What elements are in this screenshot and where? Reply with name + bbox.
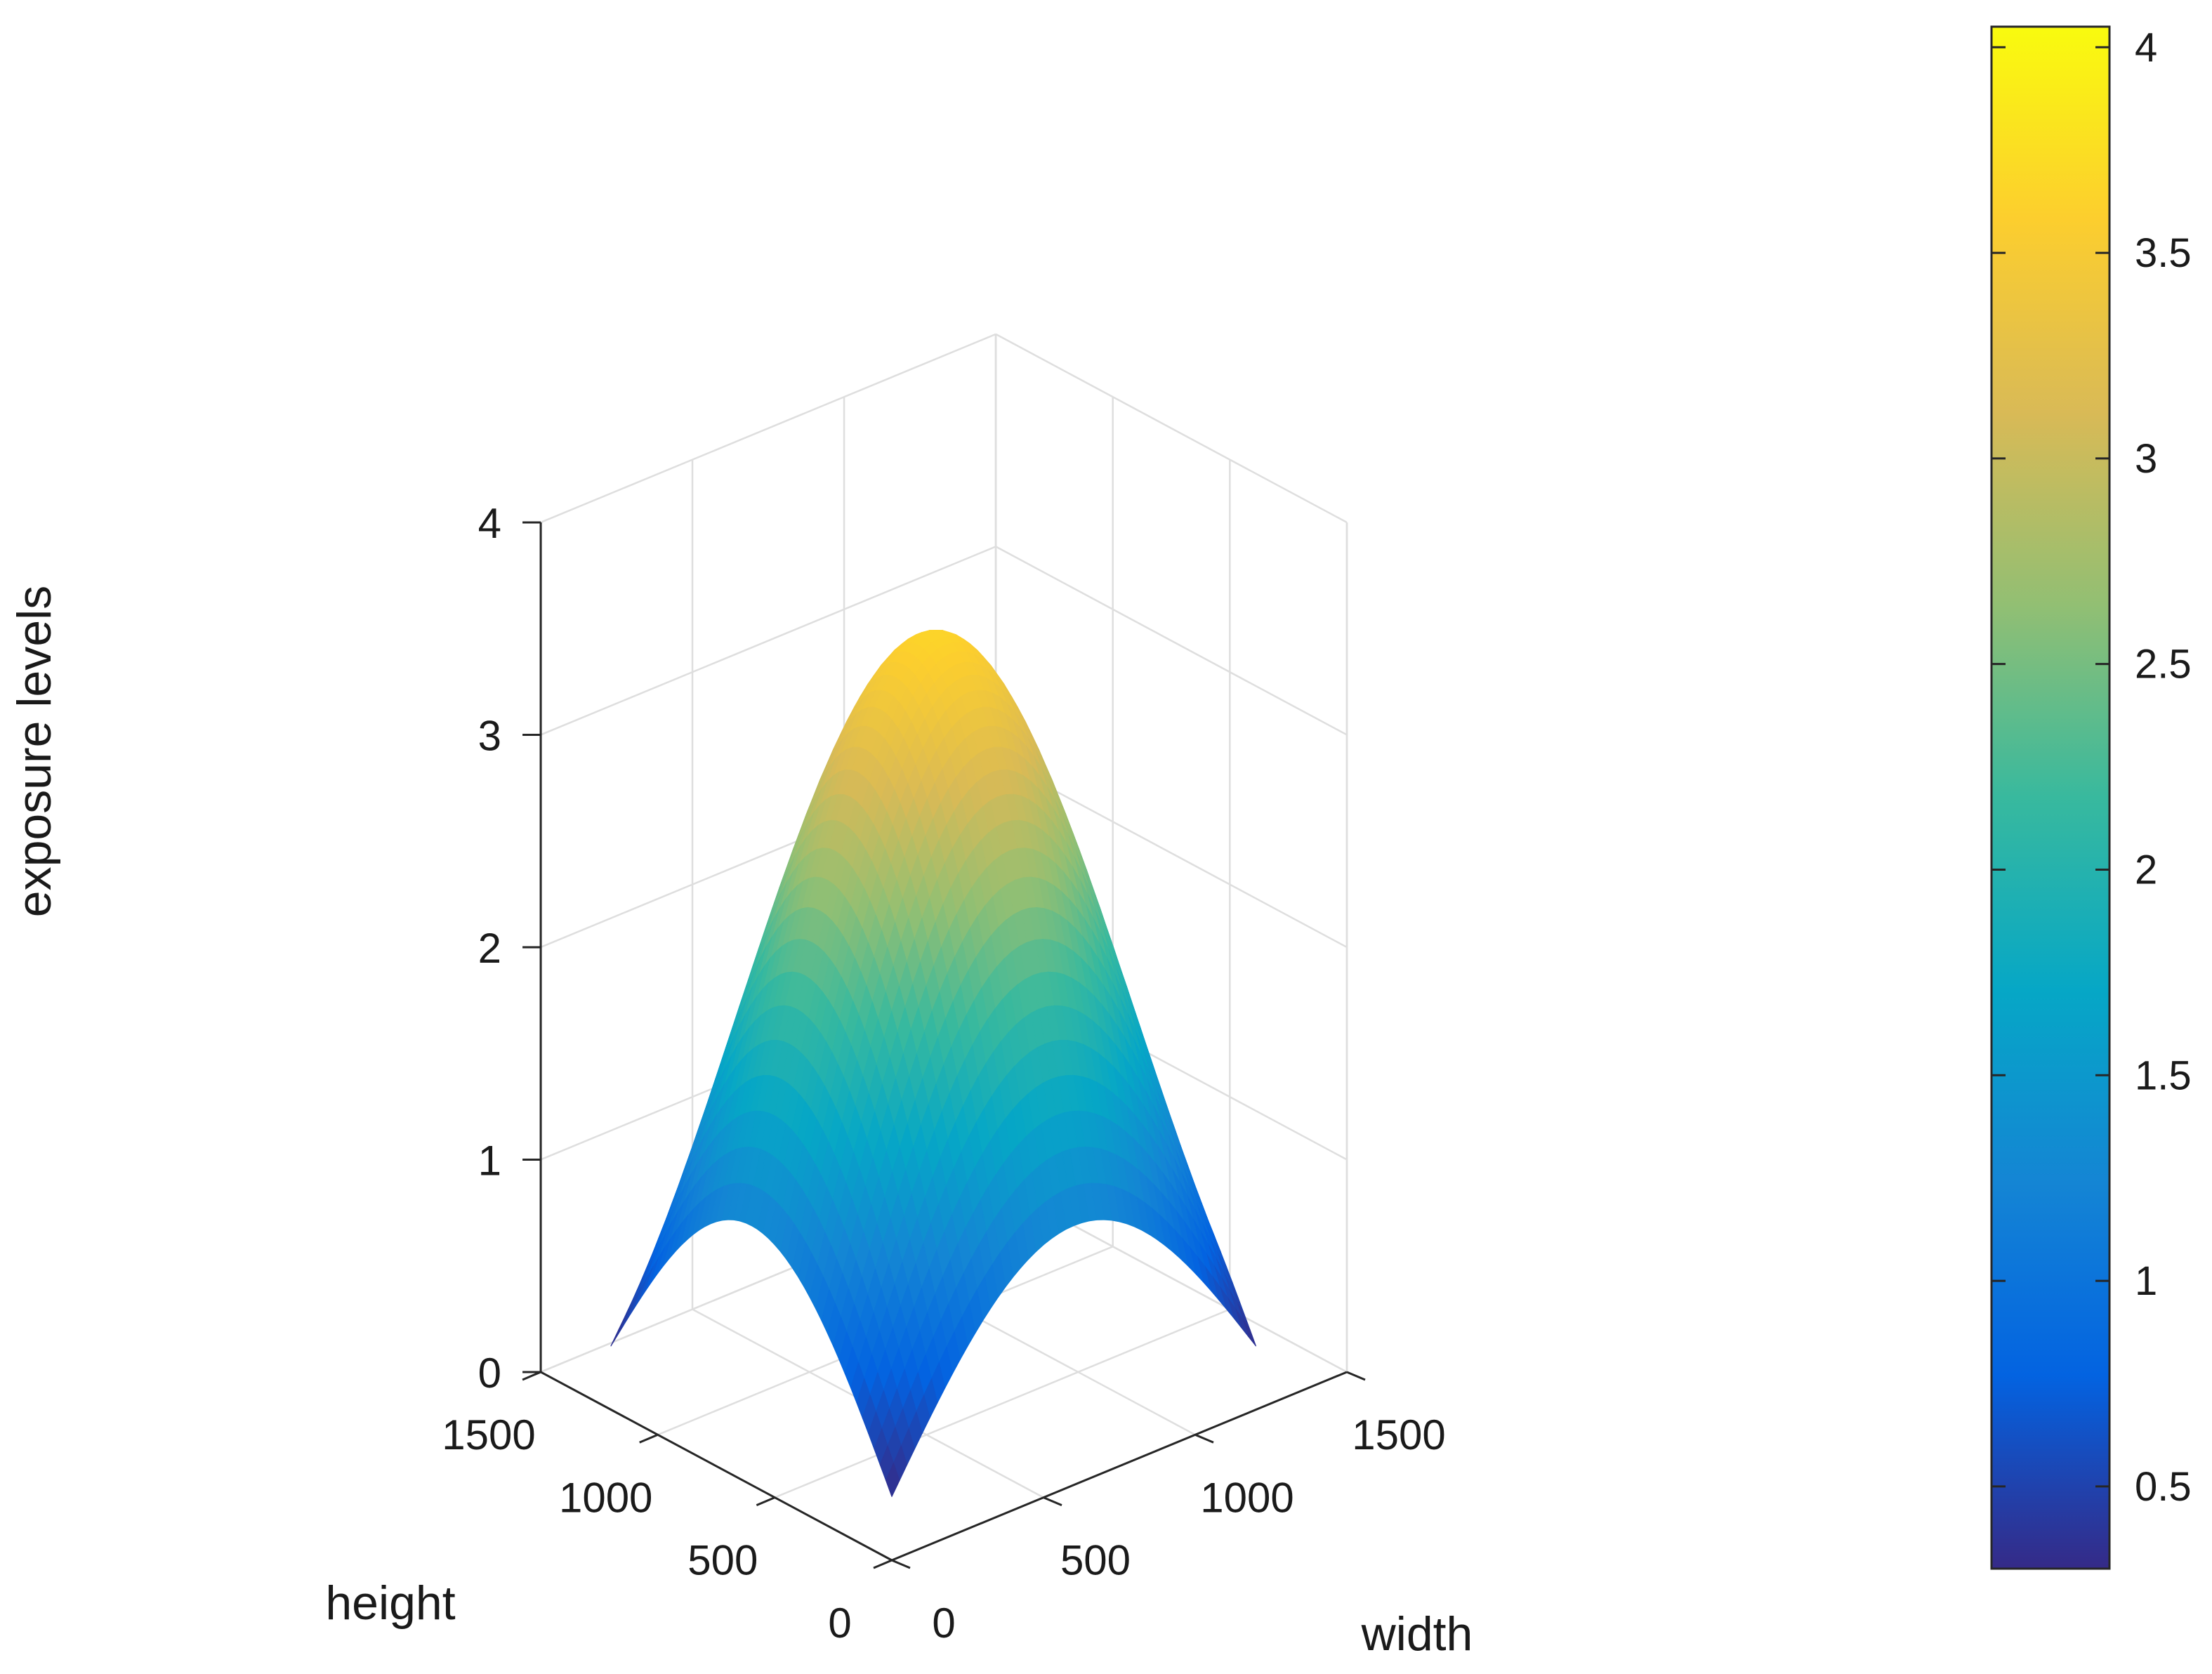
- surface-patch: [886, 1463, 900, 1497]
- z-axis-tick-label: 2: [478, 925, 501, 972]
- colorbar-tick-label: 0.5: [2135, 1464, 2192, 1510]
- y-axis-label: height: [325, 1576, 455, 1630]
- back-wall-gridline: [540, 333, 996, 524]
- back-wall-gridline: [540, 546, 996, 736]
- side-wall-gridline: [995, 333, 1348, 524]
- x-axis-tick-label: 1500: [1352, 1411, 1445, 1458]
- x-axis-tick-label: 1000: [1200, 1474, 1293, 1521]
- colorbar-tick-label: 1: [2135, 1258, 2157, 1304]
- x-axis-tick: [1194, 1433, 1214, 1444]
- y-axis-line: [540, 1371, 893, 1562]
- colorbar-tick-label: 3: [2135, 436, 2157, 482]
- y-axis-tick: [756, 1496, 775, 1507]
- surface-layer: [610, 629, 1257, 1497]
- colorbar-tick-label: 1.5: [2135, 1053, 2192, 1098]
- y-axis-tick: [639, 1433, 659, 1444]
- x-axis-tick: [1043, 1496, 1062, 1507]
- colorbar: 0.5 1 1.5 2 2.5 3 3.5 4: [1990, 25, 2192, 1570]
- z-axis-label: exposure levels: [8, 586, 61, 917]
- x-axis-tick: [1346, 1371, 1366, 1381]
- x-axis-tick-label: 0: [932, 1600, 955, 1647]
- x-axis-tick: [891, 1559, 911, 1569]
- x-axis-line: [891, 1371, 1348, 1562]
- labels-layer: exposure levels height width: [8, 586, 1473, 1661]
- x-axis-label: width: [1361, 1607, 1473, 1661]
- side-wall-gridline: [995, 546, 1348, 736]
- z-axis-tick-label: 1: [478, 1137, 501, 1184]
- colorbar-tick-label: 3.5: [2135, 230, 2192, 276]
- colorbar-tick-label: 2: [2135, 847, 2157, 892]
- z-axis-tick-label: 4: [478, 500, 501, 547]
- y-axis-tick: [873, 1559, 893, 1569]
- y-axis-tick-label: 500: [687, 1537, 758, 1584]
- y-axis-tick: [522, 1371, 541, 1381]
- colorbar-tick-label: 4: [2135, 25, 2157, 70]
- y-axis-tick-label: 1000: [559, 1474, 652, 1521]
- y-axis-tick-label: 1500: [442, 1411, 535, 1458]
- colorbar-tick-label: 2.5: [2135, 642, 2192, 687]
- floor-gridline: [774, 1308, 1230, 1498]
- colorbar-fill: [1990, 25, 2111, 1570]
- y-axis-tick-label: 0: [828, 1600, 851, 1647]
- z-axis-tick-label: 0: [478, 1350, 501, 1397]
- z-axis-tick-label: 3: [478, 712, 501, 759]
- x-axis-tick-label: 500: [1060, 1537, 1131, 1584]
- axes-layer: 0 500 1000 1500 0 500 1000 1500 0 1 2 3 4: [442, 500, 1445, 1647]
